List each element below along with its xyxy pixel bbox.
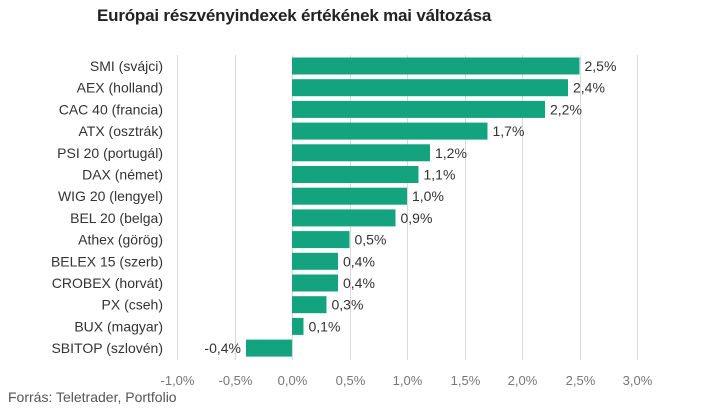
value-label: 1,7% (493, 123, 525, 139)
x-tick-label: 2,5% (566, 373, 596, 388)
x-tick-label: 2,0% (508, 373, 538, 388)
category-label: SBITOP (szlovén) (51, 340, 163, 356)
x-tick-label: 1,5% (451, 373, 481, 388)
bar (292, 100, 545, 118)
x-tick-label: 1,0% (393, 373, 423, 388)
value-label: 0,5% (355, 232, 387, 248)
bar (292, 274, 338, 292)
value-label: 2,5% (585, 58, 617, 74)
bar (292, 296, 327, 314)
category-label: PX (cseh) (102, 297, 163, 313)
category-label: BEL 20 (belga) (70, 210, 163, 226)
x-tick-label: 3,0% (623, 373, 653, 388)
category-label: CROBEX (horvát) (52, 275, 163, 291)
category-label: Athex (görög) (78, 232, 163, 248)
bar (292, 122, 488, 140)
x-axis-tick-labels: -1,0% -0,5% 0,0% 0,5% 1,0% 1,5% 2,0% 2,5% 3,0% (161, 373, 653, 388)
bars (246, 57, 580, 357)
category-label: AEX (holland) (77, 80, 163, 96)
bar (292, 231, 350, 249)
bar (292, 317, 304, 335)
bar (246, 339, 292, 357)
value-label: 2,2% (550, 101, 582, 117)
category-label: BUX (magyar) (74, 318, 163, 334)
category-label: CAC 40 (francia) (59, 101, 163, 117)
value-label: 1,2% (435, 145, 467, 161)
bar (292, 57, 580, 75)
category-label: WIG 20 (lengyel) (58, 188, 163, 204)
x-tick-label: -1,0% (161, 373, 195, 388)
x-tick-label: 0,0% (278, 373, 308, 388)
category-label: DAX (német) (82, 167, 163, 183)
bar (292, 252, 338, 270)
category-label: ATX (osztrák) (78, 123, 163, 139)
value-label: -0,4% (204, 340, 241, 356)
value-label: 0,9% (401, 210, 433, 226)
bar (292, 187, 407, 205)
category-label: SMI (svájci) (90, 58, 163, 74)
bar (292, 144, 430, 162)
value-label: 0,4% (343, 253, 375, 269)
value-labels: 2,5% 2,4% 2,2% 1,7% 1,2% 1,1% 1,0% 0,9% 0,5% 0,4%… (204, 58, 616, 356)
bar (292, 166, 419, 183)
value-label: 2,4% (573, 80, 605, 96)
x-tick-label: -0,5% (219, 373, 253, 388)
bar (292, 79, 568, 97)
value-label: 0,1% (309, 318, 341, 334)
value-label: 0,3% (332, 297, 364, 313)
value-label: 0,4% (343, 275, 375, 291)
bar (292, 209, 396, 227)
chart-title: Európai részvényindexek értékének mai vá… (97, 6, 492, 25)
value-label: 1,1% (424, 167, 456, 183)
category-label: BELEX 15 (szerb) (51, 253, 163, 269)
value-label: 1,0% (412, 188, 444, 204)
category-label: PSI 20 (portugál) (57, 145, 163, 161)
source-note: Forrás: Teletrader, Portfolio (8, 389, 177, 405)
x-tick-label: 0,5% (336, 373, 366, 388)
category-labels: SMI (svájci) AEX (holland) CAC 40 (francia… (51, 58, 163, 356)
